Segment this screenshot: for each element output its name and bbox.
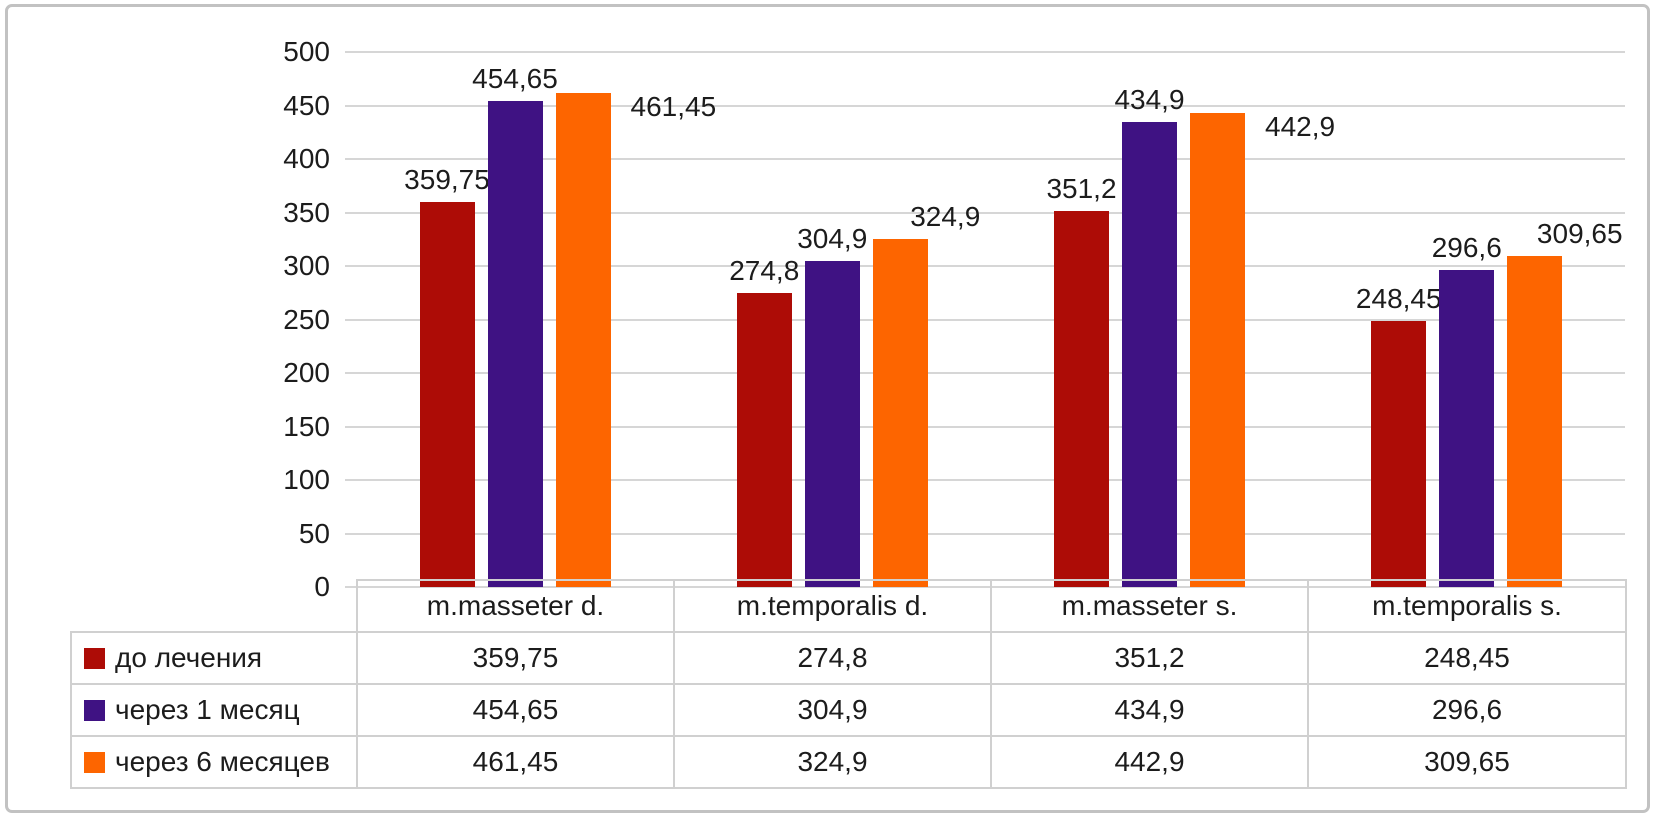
y-axis-tick-label: 200 (283, 357, 330, 388)
category-header-cell: m.temporalis s. (1307, 579, 1627, 633)
value-label: 461,45 (630, 91, 717, 123)
y-axis-tick-label: 100 (283, 464, 330, 495)
chart-frame: 0 50 100 150 200 250 300 350 400 450 500 359,75 274,… (5, 4, 1650, 813)
table-value-cell: 274,8 (673, 631, 992, 685)
gridline (345, 532, 1625, 535)
y-axis-tick-label: 400 (283, 143, 330, 174)
table-value-cell: 434,9 (990, 683, 1309, 737)
gridline (345, 158, 1625, 160)
y-axis-tick-label: 50 (298, 517, 330, 549)
table-value-cell: 359,75 (356, 631, 675, 685)
y-axis-tick-label: 300 (283, 250, 330, 281)
bar-s3-c2 (872, 239, 928, 587)
legend-label: через 6 месяцев (115, 746, 330, 777)
table-value-cell: 351,2 (990, 631, 1309, 685)
gridline (345, 318, 1625, 321)
y-axis-tick-label: 0 (314, 571, 330, 602)
value-label: 304,9 (797, 222, 868, 254)
category-header-cell: m.masseter d. (356, 579, 675, 633)
plot-area: 0 50 100 150 200 250 300 350 400 450 500 359,75 274,… (8, 7, 1647, 810)
legend-swatch-icon (84, 700, 105, 721)
y-axis-tick-label: 350 (283, 196, 330, 228)
bar-s1-c1 (419, 202, 475, 587)
bar-s3-c4 (1507, 255, 1563, 587)
legend-cell: через 6 месяцев (70, 735, 358, 789)
gridline (345, 425, 1625, 428)
legend-swatch-icon (84, 648, 105, 669)
table-value-cell: 304,9 (673, 683, 992, 737)
table-value-cell: 248,45 (1307, 631, 1627, 685)
value-label: 248,45 (1355, 283, 1442, 315)
legend-cell: до лечения (70, 631, 358, 685)
gridline (345, 51, 1625, 53)
gridline (345, 211, 1625, 214)
gridline (345, 265, 1625, 267)
value-label: 454,65 (472, 62, 558, 94)
table-value-cell: 442,9 (990, 735, 1309, 789)
table-row-series-2: через 1 месяц 454,65 304,9 434,9 296,6 (70, 683, 1627, 737)
bar-s2-c2 (804, 260, 860, 587)
table-value-cell: 296,6 (1307, 683, 1627, 737)
category-header-cell: m.temporalis d. (673, 579, 992, 633)
value-label: 324,9 (910, 201, 981, 233)
category-header-row: m.masseter d. m.temporalis d. m.masseter s… (71, 579, 1627, 633)
y-axis-tick-label: 150 (283, 410, 330, 442)
legend-swatch-icon (84, 752, 105, 773)
table-row-series-1: до лечения 359,75 274,8 351,2 248,45 (70, 631, 1627, 685)
data-table: m.masseter d. m.temporalis d. m.masseter s… (70, 579, 1627, 789)
bar-s3-c1 (555, 93, 611, 587)
y-axis-tick-label: 450 (283, 89, 330, 121)
legend-cell: через 1 месяц (70, 683, 358, 737)
gridline (345, 372, 1625, 374)
blank-corner-cell (71, 580, 357, 632)
bar-s1-c3 (1054, 211, 1109, 587)
value-label: 442,9 (1265, 111, 1336, 143)
legend-label: через 1 месяц (115, 694, 300, 725)
legend-label: до лечения (115, 642, 263, 673)
table-value-cell: 324,9 (673, 735, 992, 789)
value-label: 296,6 (1431, 231, 1502, 263)
y-axis-tick-label: 500 (283, 36, 330, 67)
table-value-cell: 309,65 (1307, 735, 1627, 789)
value-label: 274,8 (729, 254, 800, 286)
category-header-cell: m.masseter s. (990, 579, 1309, 633)
bar-s2-c1 (487, 100, 543, 587)
table-value-cell: 454,65 (356, 683, 675, 737)
value-label: 359,75 (404, 164, 490, 196)
table-row-series-3: через 6 месяцев 461,45 324,9 442,9 309,65 (70, 735, 1627, 789)
bar-s3-c3 (1190, 113, 1245, 587)
gridline (345, 479, 1625, 481)
value-label: 309,65 (1536, 217, 1623, 249)
table-value-cell: 461,45 (356, 735, 675, 789)
bar-s1-c4 (1371, 321, 1427, 587)
gridline (345, 104, 1625, 107)
bar-s2-c3 (1122, 121, 1177, 587)
value-label: 351,2 (1046, 173, 1117, 205)
value-label: 434,9 (1114, 83, 1185, 115)
y-axis-tick-label: 250 (283, 303, 330, 335)
bar-s1-c2 (736, 292, 792, 587)
bar-s2-c4 (1439, 269, 1495, 587)
chart-data-table: m.masseter d. m.temporalis d. m.masseter s… (70, 579, 1627, 789)
